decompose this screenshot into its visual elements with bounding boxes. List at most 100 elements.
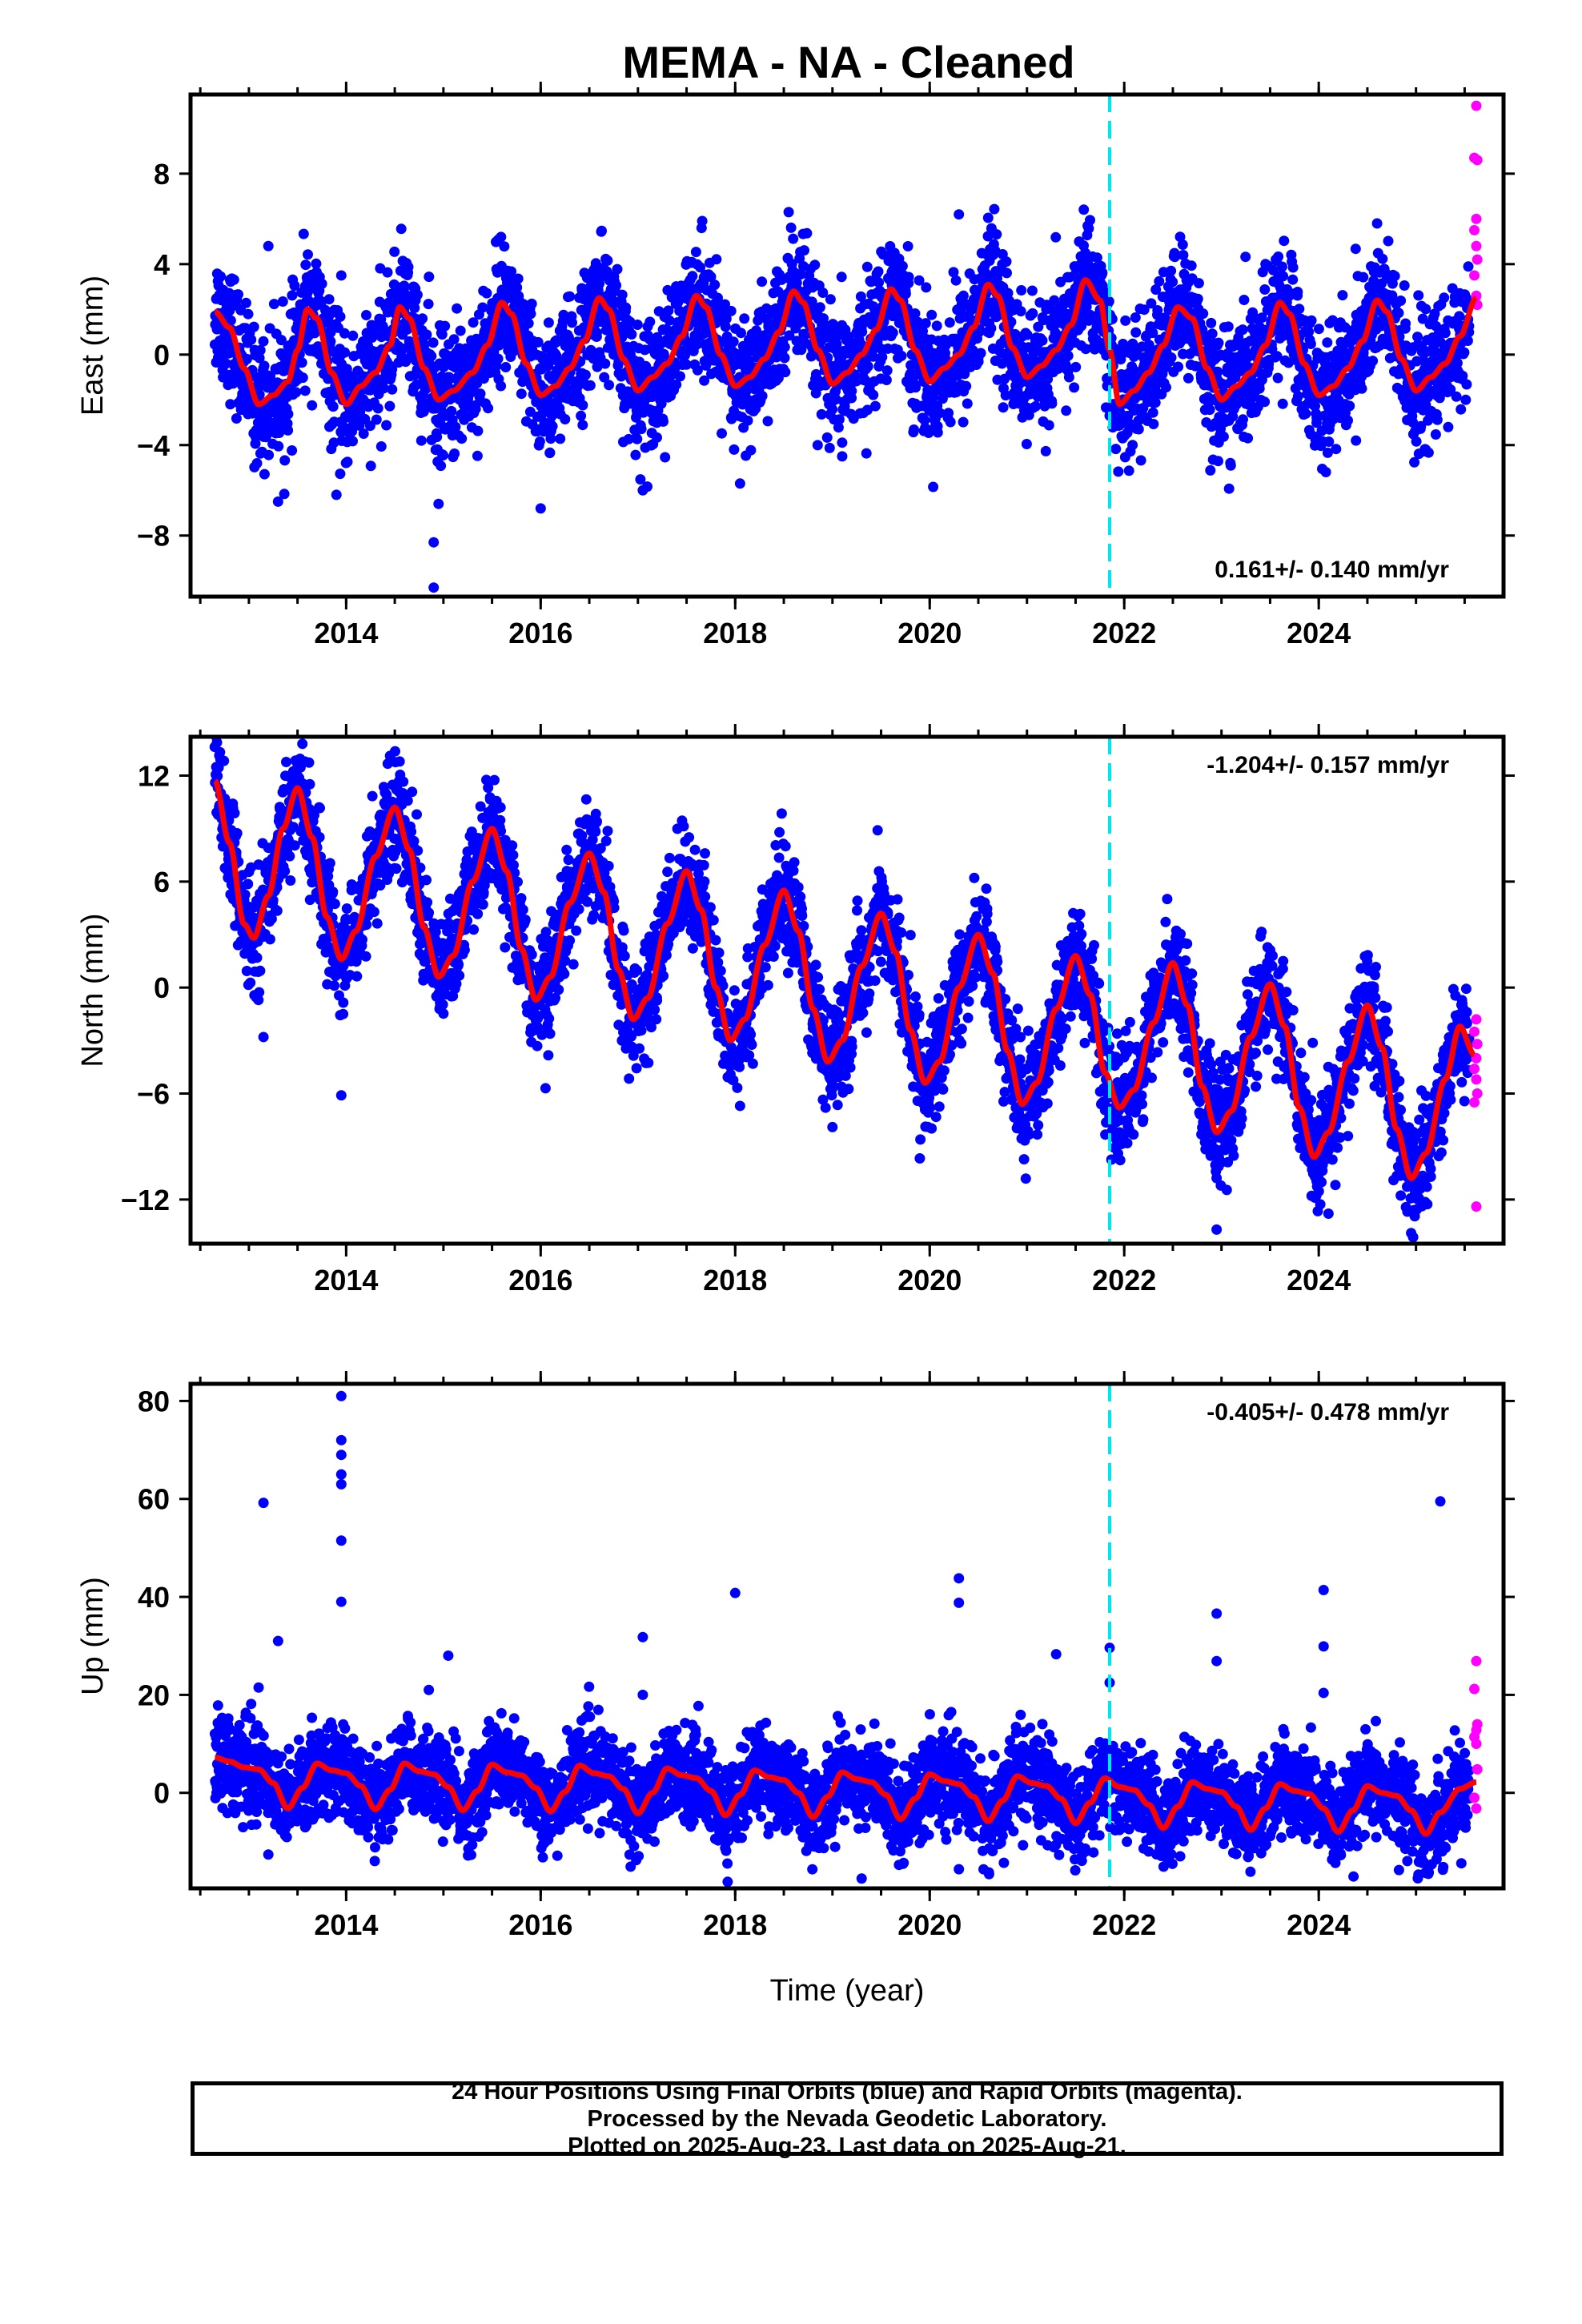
data-point: [917, 326, 928, 337]
data-point: [1147, 328, 1158, 339]
data-point: [1063, 372, 1074, 383]
data-point: [289, 280, 300, 292]
data-point: [873, 277, 885, 288]
data-point: [1389, 271, 1400, 282]
data-point: [1186, 260, 1197, 271]
data-point: [961, 380, 972, 392]
data-point: [1461, 379, 1472, 390]
data-point: [311, 258, 322, 269]
data-point: [558, 309, 569, 320]
data-point: [1240, 251, 1251, 263]
data-point: [1256, 312, 1267, 324]
data-point: [1212, 366, 1223, 377]
data-point: [512, 282, 523, 293]
data-point: [456, 433, 468, 444]
data-point: [481, 287, 492, 299]
data-point: [1198, 308, 1209, 320]
data-point: [816, 408, 827, 420]
data-point: [920, 318, 931, 329]
data-point: [779, 352, 790, 364]
data-point: [438, 450, 448, 460]
data-point: [275, 335, 287, 346]
data-point: [1006, 316, 1017, 328]
data-point: [303, 249, 313, 260]
data-point: [1399, 280, 1410, 291]
data-point: [1193, 278, 1204, 289]
data-point: [1451, 391, 1462, 402]
data-point: [365, 460, 376, 472]
data-point: [307, 400, 318, 411]
outlier-point: [428, 537, 440, 548]
data-point: [739, 313, 750, 324]
data-point: [1327, 315, 1338, 326]
data-point: [691, 339, 702, 350]
data-point: [523, 318, 534, 329]
data-point: [1135, 455, 1146, 466]
data-point: [229, 807, 240, 818]
data-point: [228, 274, 239, 285]
data-point: [279, 489, 290, 500]
data-point: [297, 372, 308, 384]
data-point: [1337, 290, 1348, 301]
data-point: [663, 305, 674, 316]
data-point: [545, 433, 556, 444]
data-point: [973, 356, 984, 368]
data-point: [449, 448, 460, 459]
data-point: [1272, 372, 1283, 384]
y-tick-label: 0: [154, 339, 170, 372]
data-point: [296, 357, 307, 368]
data-point: [1350, 243, 1361, 255]
data-point: [1460, 394, 1472, 405]
data-point: [821, 432, 833, 443]
data-point: [1037, 335, 1048, 346]
data-point: [1237, 324, 1248, 336]
data-point: [736, 328, 746, 339]
data-point: [784, 330, 795, 341]
data-point: [1300, 408, 1311, 419]
data-point: [534, 436, 545, 447]
data-point: [1050, 231, 1062, 243]
data-point: [1046, 398, 1058, 409]
data-point: [351, 971, 363, 982]
data-point: [416, 435, 427, 446]
data-point: [596, 225, 607, 236]
data-point: [281, 757, 291, 767]
data-point: [567, 317, 577, 328]
data-point: [254, 987, 265, 998]
data-point: [962, 398, 973, 409]
data-point: [991, 229, 1002, 240]
data-point: [448, 334, 460, 345]
data-point: [555, 433, 566, 444]
data-point: [1277, 398, 1288, 409]
data-point: [470, 404, 481, 415]
data-point: [1339, 322, 1351, 333]
data-point: [412, 289, 423, 300]
data-point: [630, 449, 641, 460]
data-point: [1377, 253, 1388, 264]
data-point: [327, 887, 339, 898]
data-point: [1150, 284, 1162, 296]
data-point: [215, 271, 227, 282]
data-point: [1103, 296, 1114, 307]
data-point: [1081, 301, 1092, 312]
data-point: [496, 380, 507, 392]
data-point: [1182, 372, 1194, 384]
data-point: [1323, 436, 1335, 447]
data-point: [975, 348, 986, 359]
x-tick-label: 2022: [1092, 617, 1156, 649]
data-point: [1400, 318, 1411, 329]
data-point: [762, 416, 773, 427]
data-point: [492, 353, 504, 364]
data-point: [338, 1008, 349, 1019]
data-point: [897, 260, 908, 271]
data-point: [1204, 404, 1215, 416]
data-point: [398, 776, 409, 787]
data-point: [271, 905, 283, 916]
data-point: [409, 303, 420, 313]
data-point: [1173, 361, 1184, 372]
data-point: [1027, 308, 1038, 319]
data-point: [833, 422, 844, 433]
data-point: [371, 414, 382, 425]
data-point: [496, 231, 507, 243]
data-point: [390, 746, 400, 757]
